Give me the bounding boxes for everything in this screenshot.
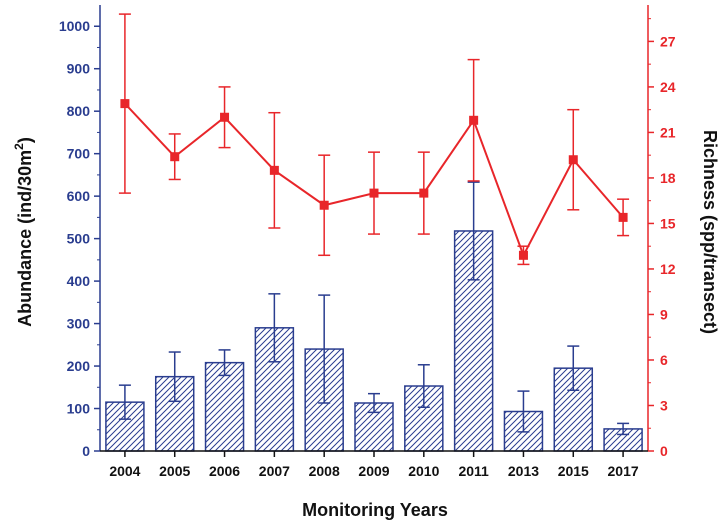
y2-tick-label: 12: [660, 261, 676, 277]
x-tick-label: 2004: [109, 463, 140, 479]
richness-point: [469, 115, 479, 125]
y2-tick-label: 15: [660, 215, 676, 231]
richness-point: [518, 250, 528, 260]
y-axis-title: Abundance (ind/30m2): [12, 137, 35, 327]
y2-axis-title: Richness (spp/transect): [700, 130, 719, 334]
richness-point: [120, 99, 130, 109]
richness-series: [118, 13, 630, 266]
axes: 0 100 200 300 400 500 600 700 800 900 1000 0 3 6 9 12 15…: [59, 5, 676, 479]
y-tick-label: 600: [67, 188, 91, 204]
bar-series: [105, 181, 643, 452]
axis-labels: Monitoring Years Abundance (ind/30m2) Ri…: [12, 130, 719, 520]
y2-tick-label: 0: [660, 443, 668, 459]
richness-point: [618, 212, 628, 222]
richness-point: [419, 188, 429, 198]
y2-tick-label: 27: [660, 33, 676, 49]
y-tick-label: 1000: [59, 18, 90, 34]
y2-tick-label: 9: [660, 306, 668, 322]
y-axis-title-superscript: 2: [12, 143, 26, 150]
richness-point: [269, 165, 279, 175]
y-tick-label: 100: [67, 401, 91, 417]
y-axis-title-main: Abundance (ind/30m: [15, 150, 35, 327]
x-tick-label: 2008: [309, 463, 340, 479]
richness-point: [220, 112, 230, 122]
x-tick-label: 2006: [209, 463, 240, 479]
y-tick-label: 500: [67, 231, 91, 247]
richness-point: [568, 155, 578, 165]
y-tick-label: 700: [67, 146, 91, 162]
x-tick-label: 2005: [159, 463, 190, 479]
richness-point: [319, 200, 329, 210]
y-tick-label: 900: [67, 61, 91, 77]
y2-tick-label: 6: [660, 352, 668, 368]
y-tick-label: 300: [67, 316, 91, 332]
y-axis-title-close: ): [15, 137, 35, 143]
y2-tick-label: 21: [660, 124, 676, 140]
x-tick-label: 2017: [608, 463, 639, 479]
y2-tick-label: 18: [660, 170, 676, 186]
richness-point: [369, 188, 379, 198]
y-tick-label: 0: [82, 443, 90, 459]
y2-tick-label: 3: [660, 397, 668, 413]
y2-tick-label: 24: [660, 79, 676, 95]
x-tick-label: 2010: [408, 463, 439, 479]
x-tick-label: 2015: [558, 463, 589, 479]
y-tick-label: 200: [67, 358, 91, 374]
richness-point: [170, 152, 180, 162]
y-tick-label: 400: [67, 273, 91, 289]
x-tick-label: 2009: [358, 463, 389, 479]
x-tick-label: 2007: [259, 463, 290, 479]
x-tick-label: 2011: [458, 463, 489, 479]
y-tick-label: 800: [67, 103, 91, 119]
x-tick-label: 2013: [508, 463, 539, 479]
bar: [204, 361, 245, 452]
x-axis-title: Monitoring Years: [302, 500, 448, 520]
